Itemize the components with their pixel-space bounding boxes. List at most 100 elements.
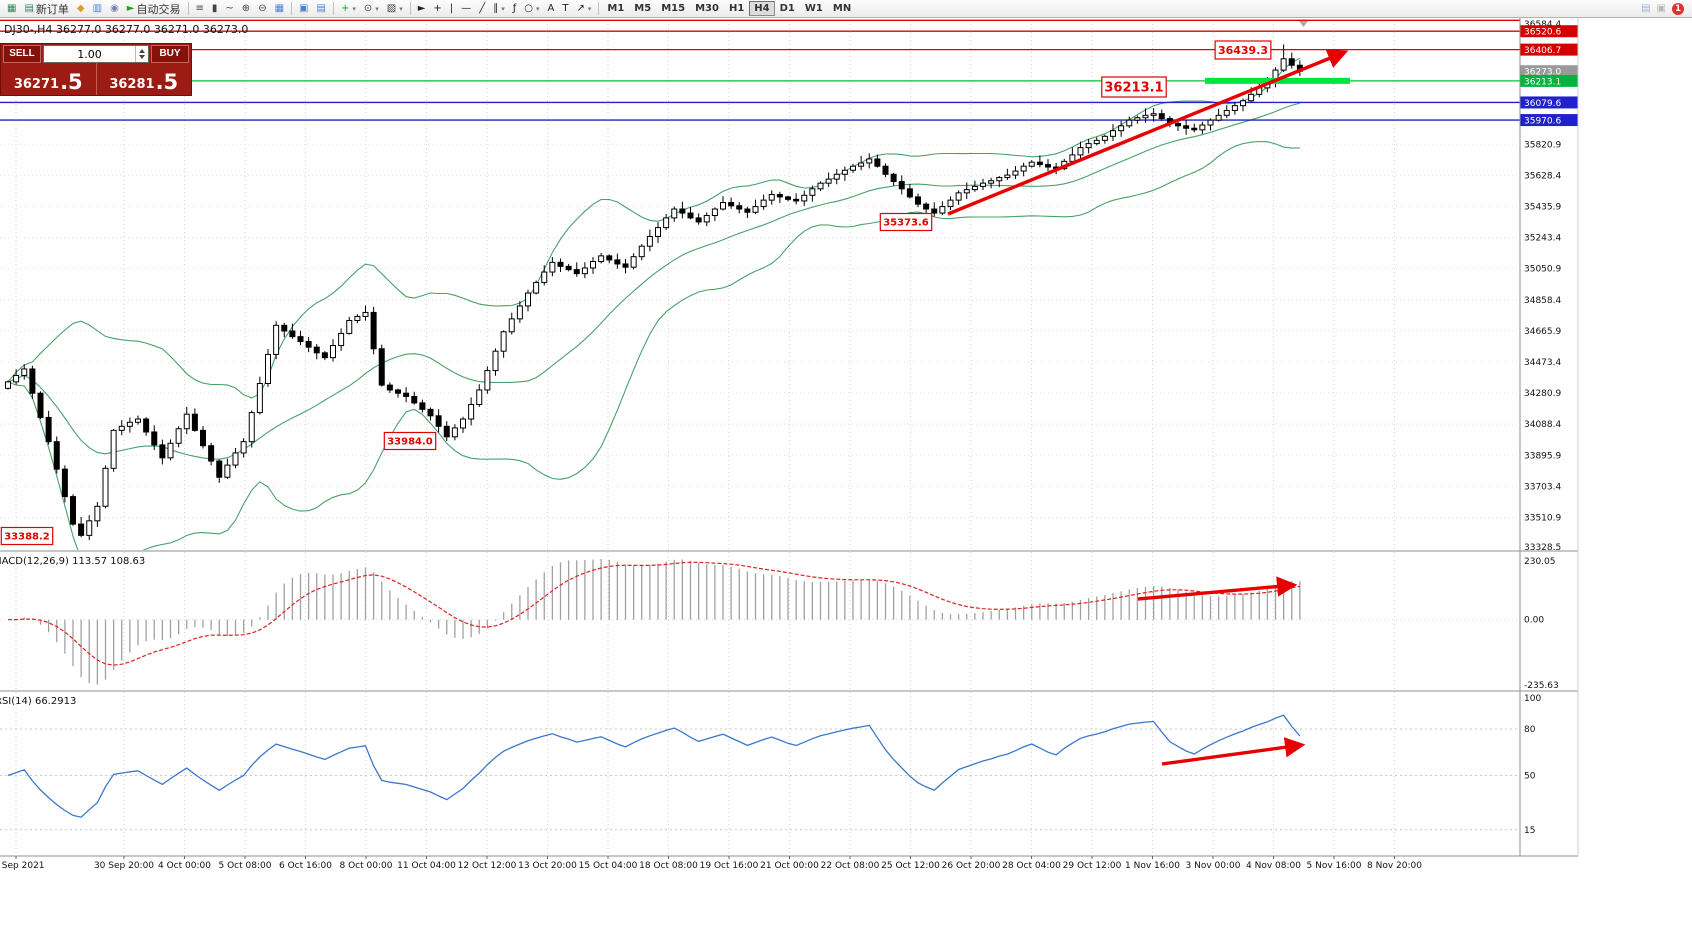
macd-pane [0,559,1520,685]
chat-icon[interactable]: ▤ [1641,2,1651,14]
svg-text:36439.3: 36439.3 [1218,44,1268,57]
text-button[interactable]: A [544,1,559,17]
timeframe-m5[interactable]: M5 [634,3,652,14]
svg-text:36273.0: 36273.0 [1524,68,1561,78]
vertical-line-button[interactable]: | [446,1,457,17]
svg-text:33984.0: 33984.0 [387,437,433,448]
arrows-button[interactable]: ↗ ▾ [572,1,595,17]
svg-text:36213.1: 36213.1 [1524,77,1561,87]
channel-button[interactable]: ∥ ▾ [489,1,509,17]
trend-arrow[interactable] [1137,576,1298,601]
svg-text:33510.9: 33510.9 [1524,513,1561,523]
volume-increase-button[interactable] [139,49,145,53]
timeframe-h4[interactable]: H4 [749,1,775,16]
fibonacci-button[interactable]: ƒ [509,1,521,17]
svg-text:28 Oct 04:00: 28 Oct 04:00 [1002,861,1061,871]
trendline-button[interactable]: ╱ [475,1,489,17]
metaeditor-button[interactable]: ◆ [73,1,89,17]
svg-text:80: 80 [1524,725,1536,735]
price-annotations: 33388.2 33984.0 35373.6 36213.1 36439.3 [0,40,1272,546]
community-icon[interactable]: ▣ [1656,2,1666,14]
new-order-button-label: 新订单 [35,2,69,16]
shapes-icon: ○ [524,2,533,14]
timeframe-m15[interactable]: M15 [661,3,686,14]
timeframe-w1[interactable]: W1 [804,3,823,14]
zoom-in-button[interactable]: ⊕ [238,1,254,17]
rsi-indicator-label: RSI(14) 66.2913 [0,696,77,707]
timeframe-d1[interactable]: D1 [779,3,795,14]
svg-text:33703.4: 33703.4 [1524,482,1561,492]
buy-button[interactable]: BUY [151,45,189,63]
volume-stepper[interactable]: 1.00 [43,45,149,63]
svg-text:50: 50 [1524,772,1536,782]
indicators-button[interactable]: + ▾ [337,1,360,17]
sell-price-fraction: .5 [60,70,83,95]
svg-text:8 Oct 00:00: 8 Oct 00:00 [340,861,393,871]
price-tag [1520,65,1578,78]
price-annotation[interactable] [1214,40,1272,60]
trend-arrow[interactable] [947,48,1349,216]
cursor-button[interactable]: ► [414,1,430,17]
candlestick-mode-button[interactable]: ▮ [208,1,222,17]
line-chart-mode-button[interactable]: ~ [221,1,237,17]
zoom-out-button[interactable]: ⊖ [254,1,270,17]
market-watch-button[interactable]: ▥ [89,1,106,17]
svg-text:33328.5: 33328.5 [1524,543,1561,553]
svg-text:19 Oct 16:00: 19 Oct 16:00 [700,861,759,871]
chevron-down-icon: ▾ [587,4,592,13]
timeframe-m30[interactable]: M30 [695,3,719,14]
new-order-button[interactable]: ▤ 新订单 [20,1,72,17]
trendline-icon: ╱ [479,2,486,14]
price-annotation[interactable] [879,212,933,232]
tile-windows-button[interactable]: ▦ [271,1,288,17]
bar-chart-mode-button[interactable]: ≡ [192,1,208,17]
zoom-out-icon: ⊖ [258,2,267,14]
periods-button[interactable]: ⊙ ▾ [360,1,383,17]
label-button[interactable]: T [558,1,572,17]
notification-badge[interactable]: 1 [1672,2,1684,15]
toolbar-separator [187,2,189,15]
chart-canvas[interactable]: 33388.2 33984.0 35373.6 36213.1 36439.3 36584… [0,18,1692,943]
svg-text:5 Nov 16:00: 5 Nov 16:00 [1307,861,1362,871]
shapes-button[interactable]: ○ ▾ [520,1,543,17]
horizontal-line-button[interactable]: — [457,1,475,17]
price-annotation[interactable] [1101,76,1167,98]
toolbar-separator [332,2,334,15]
price-annotation[interactable] [0,526,54,546]
svg-text:35628.4: 35628.4 [1524,171,1561,181]
timeframe-h1[interactable]: H1 [728,3,745,14]
new-chart-button[interactable]: ▦ [3,1,20,17]
price-annotation[interactable] [383,431,437,451]
volume-value[interactable]: 1.00 [77,47,102,61]
chevron-down-icon: ▾ [536,4,540,13]
zoom-in-icon: ⊕ [241,2,251,14]
metaeditor-icon: ◆ [76,2,85,14]
sell-button[interactable]: SELL [3,45,41,63]
toolbar: ▦ ▤ 新订单 ◆ ▥ ◉ ► 自动交易 ≡ ▮ ~ ⊕ ⊖ ▦ ▣ ▤ + ▾ ⊙ ▾ ▨ ▾ ► + | — ╱ ∥ ▾ ƒ ○ ▾ A T ↗… [0,0,1692,18]
svg-text:25 Oct 12:00: 25 Oct 12:00 [881,861,940,871]
navigator-button[interactable]: ◉ [106,1,123,17]
auto-trading-icon: ► [126,2,135,14]
svg-text:13 Oct 20:00: 13 Oct 20:00 [518,861,577,871]
data-window-button[interactable]: ▤ [312,1,329,17]
trend-arrow[interactable] [1161,737,1306,766]
svg-text:3 Nov 00:00: 3 Nov 00:00 [1186,861,1241,871]
timeframe-m1[interactable]: M1 [607,3,625,14]
chevron-down-icon: ▾ [352,4,356,13]
auto-trading-button[interactable]: ► 自动交易 [123,1,185,17]
templates-button[interactable]: ▨ ▾ [383,1,407,17]
price-tag [1520,43,1578,56]
buy-price[interactable]: 36281 .5 [95,63,192,95]
svg-text:35970.6: 35970.6 [1524,117,1561,127]
price-tag [1520,74,1578,87]
svg-text:26 Oct 20:00: 26 Oct 20:00 [942,861,1001,871]
crosshair-button[interactable]: + [429,1,445,17]
svg-text:34088.4: 34088.4 [1524,420,1561,430]
new-order-icon: ▤ [24,2,34,14]
timeframe-mn[interactable]: MN [832,3,852,14]
strategy-tester-button[interactable]: ▣ [295,1,312,17]
sell-price[interactable]: 36271 .5 [1,63,96,95]
volume-decrease-button[interactable] [139,55,145,59]
svg-text:36584.4: 36584.4 [1524,20,1561,30]
chart-window: 33388.2 33984.0 35373.6 36213.1 36439.3 36584… [0,18,1692,943]
